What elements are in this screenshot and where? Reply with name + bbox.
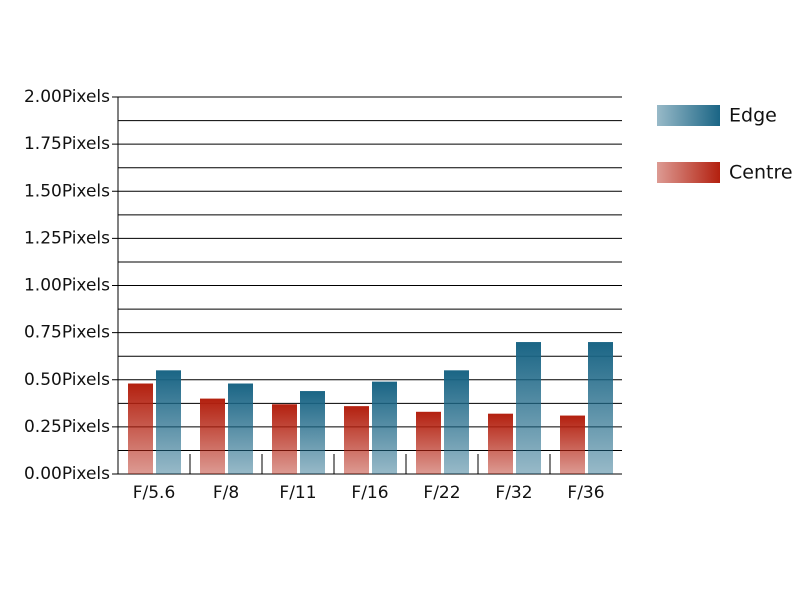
bar (156, 370, 181, 474)
bar (588, 342, 613, 474)
bar (372, 381, 397, 474)
legend-swatch (657, 162, 720, 183)
y-tick-label: 0.25Pixels (24, 417, 110, 437)
y-tick-label: 2.00Pixels (24, 87, 110, 107)
legend-swatch (657, 105, 720, 126)
bar (416, 411, 441, 474)
y-tick-label: 0.00Pixels (24, 464, 110, 484)
legend-label: Centre (729, 162, 793, 184)
bar (228, 383, 253, 474)
x-tick-label: F/36 (567, 483, 604, 503)
x-tick-label: F/11 (279, 483, 316, 503)
x-tick-label: F/22 (423, 483, 460, 503)
bar (560, 415, 585, 474)
x-tick-label: F/8 (213, 483, 239, 503)
bar (200, 398, 225, 474)
x-tick-label: F/32 (495, 483, 532, 503)
y-tick-label: 0.50Pixels (24, 370, 110, 390)
x-tick-label: F/16 (351, 483, 388, 503)
y-tick-label: 1.00Pixels (24, 276, 110, 296)
bar (344, 406, 369, 474)
bar (300, 391, 325, 474)
bar (272, 404, 297, 474)
y-tick-label: 1.25Pixels (24, 228, 110, 248)
y-tick-label: 1.75Pixels (24, 134, 110, 154)
y-tick-label: 0.75Pixels (24, 323, 110, 343)
bar (488, 413, 513, 474)
bar (128, 383, 153, 474)
legend-label: Edge (729, 105, 777, 127)
bar (516, 342, 541, 474)
y-tick-label: 1.50Pixels (24, 181, 110, 201)
bar (444, 370, 469, 474)
x-tick-label: F/5.6 (133, 483, 176, 503)
